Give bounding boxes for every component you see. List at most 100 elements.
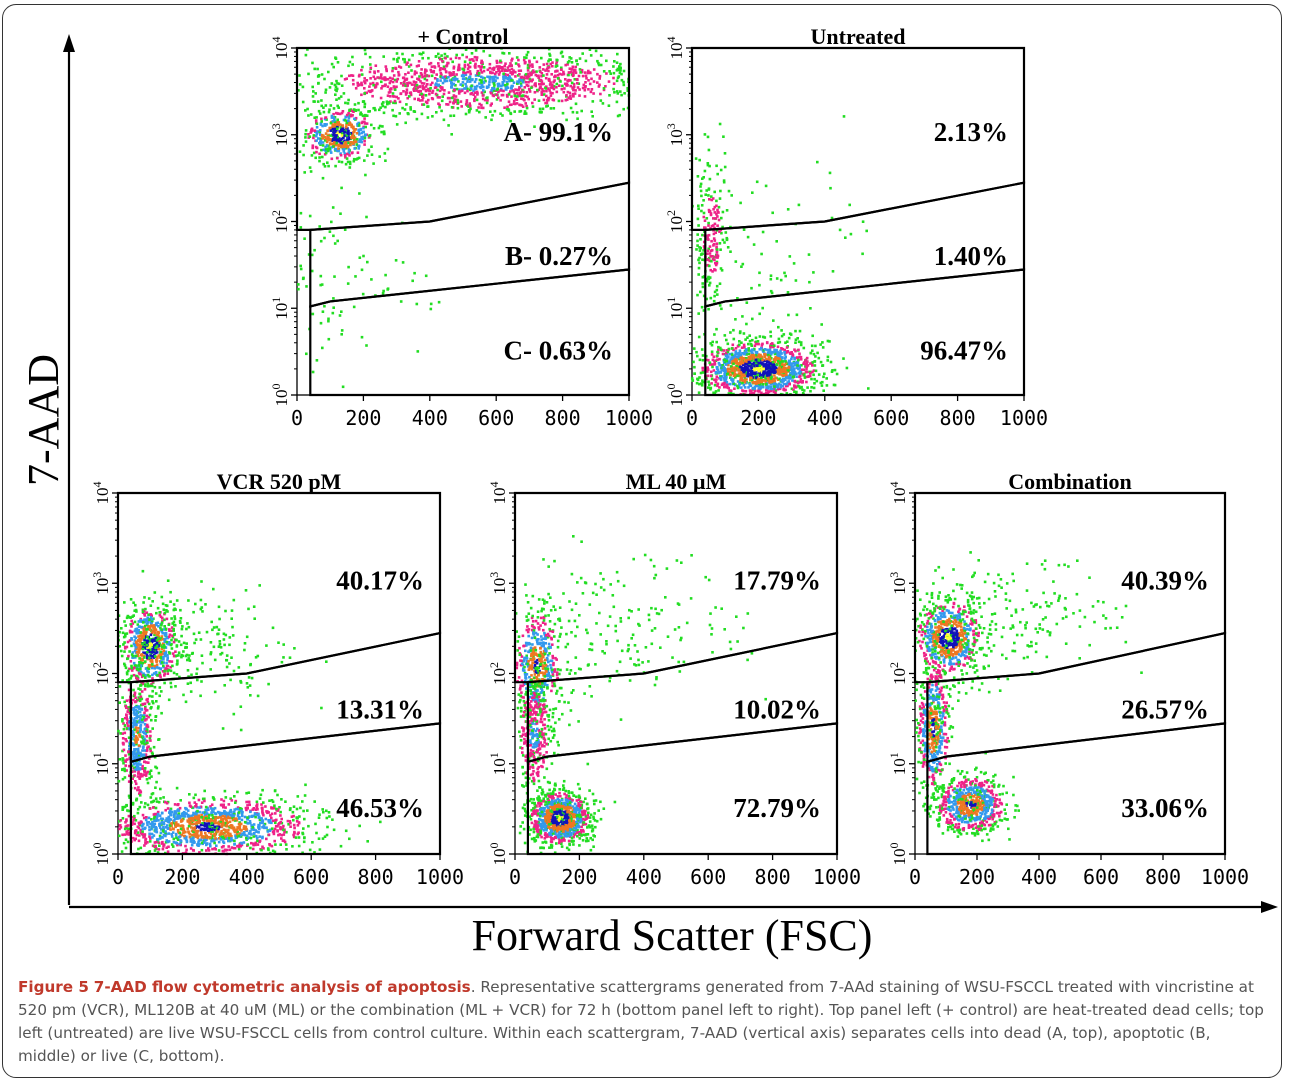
event-dot: [706, 368, 710, 371]
event-dot: [343, 78, 347, 81]
event-dot: [326, 129, 329, 133]
event-dot: [118, 630, 121, 634]
event-dot: [142, 753, 145, 756]
event-dot: [804, 365, 807, 368]
event-dot: [415, 84, 419, 87]
event-dot: [431, 89, 435, 93]
event-dot: [739, 372, 743, 376]
event-dot: [754, 372, 758, 376]
event-dot: [124, 738, 127, 741]
event-dot: [738, 382, 741, 386]
event-dot: [372, 75, 375, 79]
event-dot: [782, 382, 786, 386]
event-dot: [584, 74, 588, 78]
event-dot: [695, 350, 698, 354]
event-dot: [757, 359, 760, 362]
event-dot: [363, 159, 366, 162]
event-dot: [526, 72, 530, 76]
event-dot: [165, 664, 169, 668]
event-dot: [403, 78, 407, 82]
event-dot: [304, 129, 308, 132]
event-dot: [793, 371, 797, 374]
event-dot: [712, 299, 716, 303]
event-dot: [693, 365, 696, 369]
event-dot: [762, 367, 765, 371]
event-dot: [145, 728, 149, 731]
event-dot: [138, 692, 141, 696]
event-dot: [336, 104, 339, 108]
event-dot: [556, 77, 560, 80]
event-dot: [343, 139, 346, 143]
event-dot: [321, 155, 324, 159]
event-dot: [128, 747, 131, 751]
event-dot: [123, 664, 127, 667]
event-dot: [619, 66, 622, 70]
panel-title: + Control: [418, 24, 509, 49]
event-dot: [125, 769, 128, 772]
event-dot: [433, 86, 437, 89]
event-dot: [404, 93, 408, 96]
event-dot: [425, 78, 429, 82]
event-dot: [529, 79, 533, 83]
event-dot: [350, 114, 353, 118]
event-dot: [758, 271, 761, 275]
event-dot: [139, 683, 143, 687]
event-dot: [448, 74, 452, 77]
event-dot: [527, 97, 530, 101]
event-dot: [338, 144, 342, 148]
event-dot: [323, 77, 326, 81]
event-dot: [794, 363, 797, 367]
event-dot: [315, 139, 318, 142]
event-dot: [788, 382, 791, 386]
event-dot: [518, 78, 521, 81]
event-dot: [783, 388, 786, 392]
event-dot: [761, 373, 765, 376]
event-dot: [345, 157, 349, 160]
event-dot: [437, 62, 440, 65]
event-dot: [391, 80, 395, 84]
event-dot: [521, 75, 524, 79]
event-dot: [716, 211, 720, 214]
event-dot: [171, 622, 174, 625]
event-dot: [128, 629, 132, 633]
event-dot: [122, 643, 125, 646]
event-dot: [139, 619, 142, 622]
event-dot: [355, 132, 359, 135]
event-dot: [758, 312, 761, 316]
event-dot: [329, 142, 332, 146]
event-dot: [730, 347, 734, 350]
event-dot: [707, 221, 710, 225]
event-dot: [489, 104, 493, 107]
event-dot: [463, 60, 467, 63]
event-dot: [132, 661, 136, 665]
event-dot: [763, 352, 766, 356]
event-dot: [708, 198, 711, 201]
event-dot: [146, 656, 149, 660]
event-dot: [766, 386, 769, 390]
event-dot: [141, 764, 144, 768]
event-dot: [607, 104, 611, 107]
event-dot: [319, 140, 322, 143]
event-dot: [157, 625, 160, 628]
event-dot: [139, 726, 142, 730]
event-dot: [702, 309, 706, 312]
event-dot: [575, 78, 579, 81]
event-dot: [347, 98, 350, 102]
event-dot: [706, 162, 710, 165]
event-dot: [585, 77, 588, 80]
event-dot: [569, 106, 573, 110]
event-dot: [542, 74, 545, 77]
event-dot: [701, 258, 704, 261]
event-dot: [140, 690, 144, 693]
event-dot: [696, 217, 700, 221]
event-dot: [709, 268, 712, 272]
event-dot: [131, 752, 135, 756]
event-dot: [348, 60, 352, 64]
event-dot: [570, 67, 574, 71]
event-dot: [797, 367, 800, 371]
event-dot: [371, 94, 374, 98]
event-dot: [162, 638, 165, 641]
event-dot: [754, 360, 758, 363]
event-dot: [307, 253, 311, 256]
event-dot: [255, 812, 259, 815]
